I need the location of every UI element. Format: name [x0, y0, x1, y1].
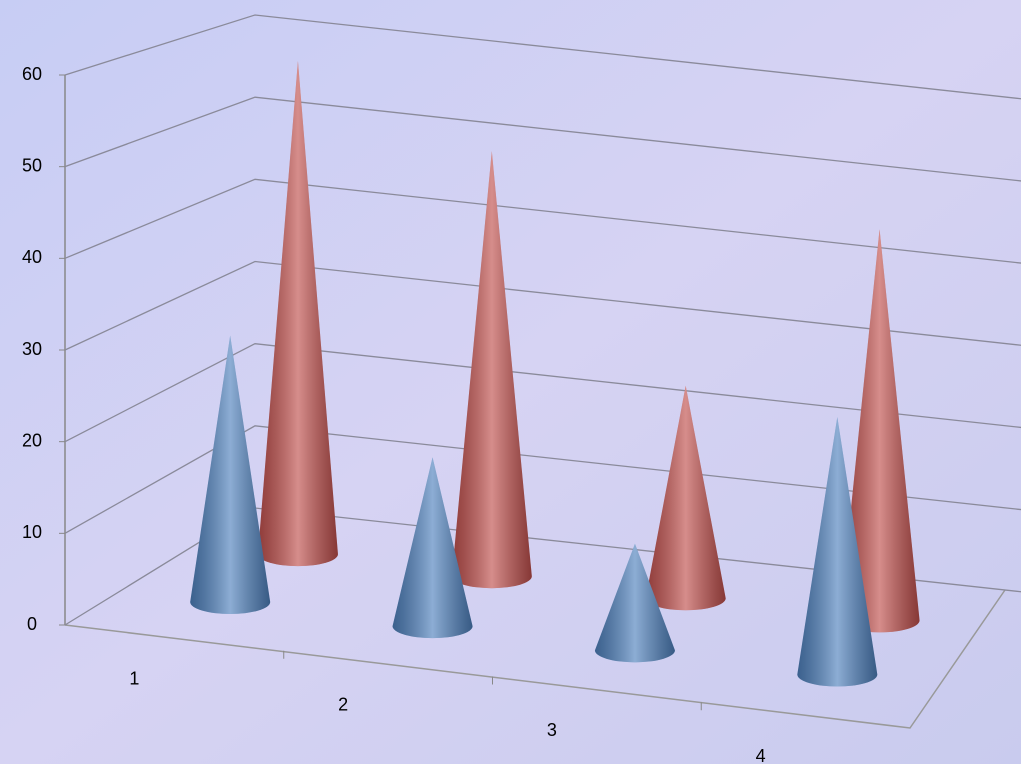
grid-line — [64, 96, 1021, 182]
cone — [645, 385, 726, 611]
cone-shade — [839, 229, 920, 633]
y-tick-label: 10 — [22, 522, 42, 542]
cone — [797, 416, 878, 687]
y-tick-label: 50 — [22, 155, 42, 175]
x-tick-label: 4 — [756, 746, 766, 764]
y-tick-label: 20 — [22, 430, 42, 450]
cone-shade — [797, 416, 878, 687]
y-tick-label: 30 — [22, 339, 42, 359]
grid-line — [64, 14, 1021, 100]
cone-shade — [645, 385, 726, 611]
cone-shade — [451, 151, 532, 589]
floor-edge — [64, 589, 1006, 729]
grid-line — [64, 425, 1021, 534]
cone-shade — [257, 61, 338, 567]
cone — [190, 335, 271, 614]
x-tick-label: 1 — [129, 669, 139, 689]
grid-line — [64, 260, 1021, 351]
x-tick-label: 3 — [547, 720, 557, 740]
y-tick-label: 60 — [22, 64, 42, 84]
y-tick-label: 40 — [22, 247, 42, 267]
cone-shade — [594, 543, 675, 663]
cone — [451, 151, 532, 589]
cone — [839, 229, 920, 633]
cone — [594, 543, 675, 663]
cone-shade — [392, 457, 473, 639]
cone — [257, 61, 338, 567]
y-tick-label: 0 — [27, 614, 37, 634]
grid-line — [64, 178, 1021, 264]
grid-line — [64, 342, 1021, 443]
cone — [392, 457, 473, 639]
plot: 0 10 20 30 40 50 60 1 2 3 4 — [22, 14, 1021, 764]
x-tick-label: 2 — [338, 694, 348, 714]
cone-shade — [190, 335, 271, 614]
